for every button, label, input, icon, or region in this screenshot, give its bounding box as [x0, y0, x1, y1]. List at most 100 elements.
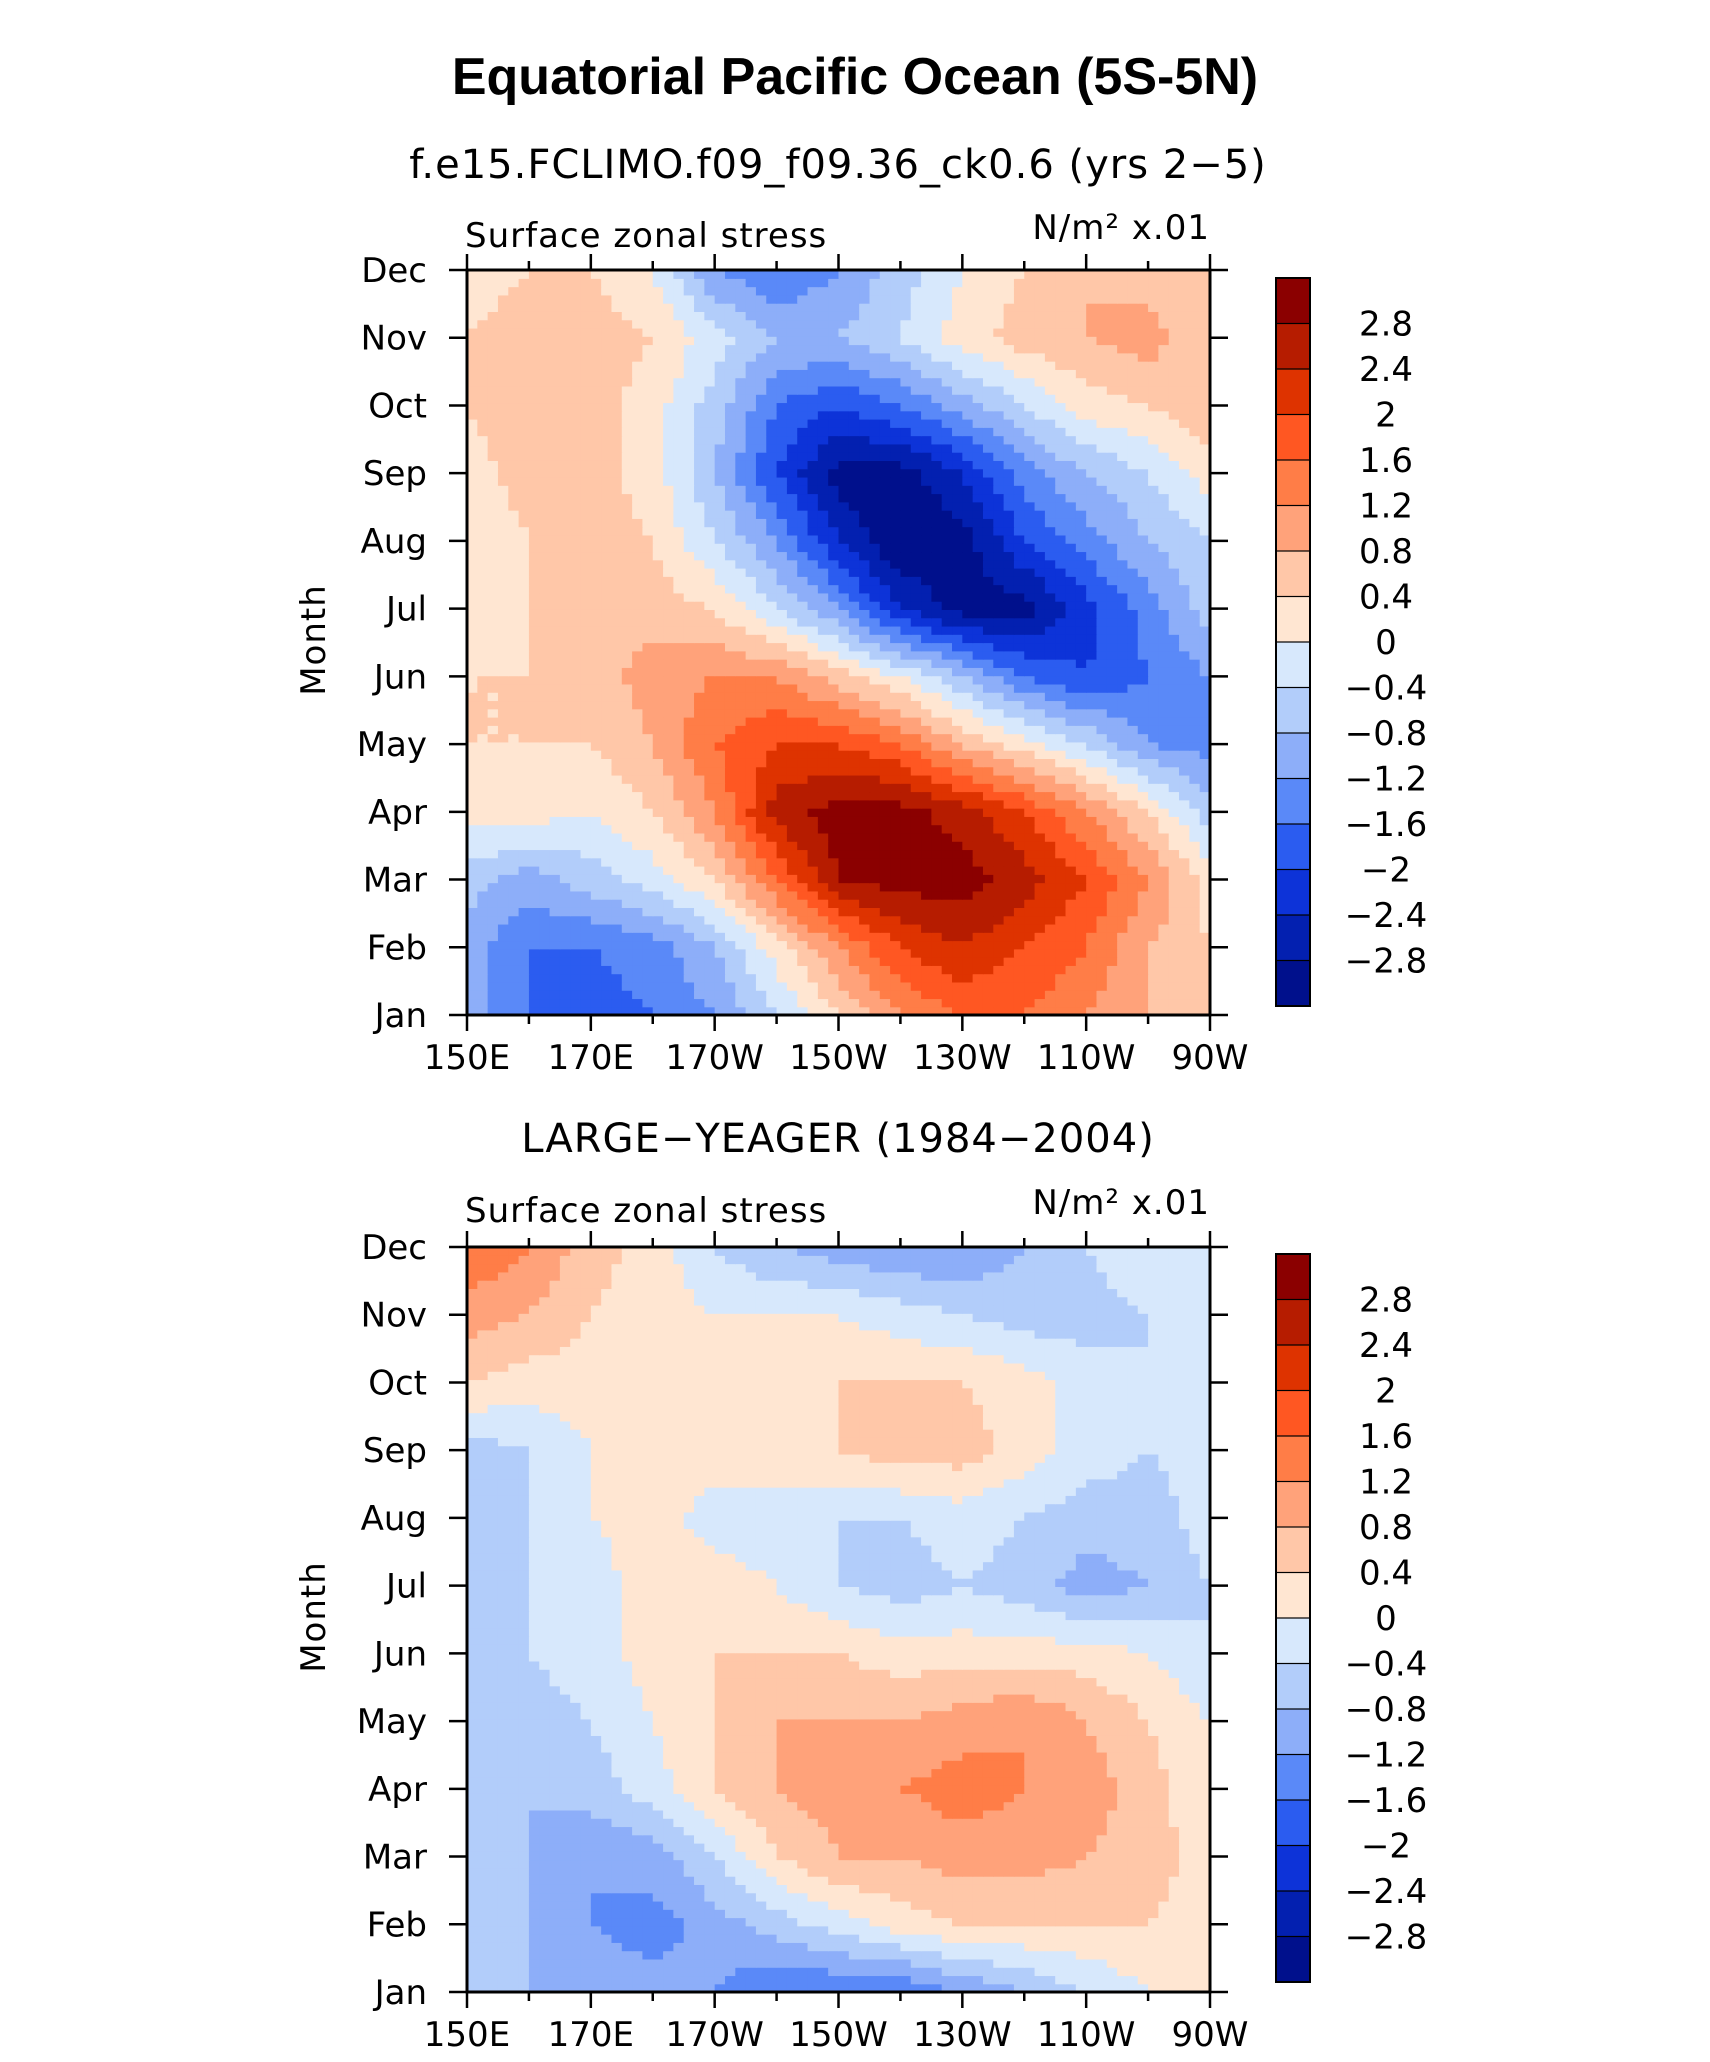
- contour-cell: [1065, 551, 1077, 561]
- contour-cell: [467, 990, 478, 1000]
- contour-cell: [755, 642, 767, 652]
- contour-cell: [879, 1006, 891, 1016]
- contour-cell: [1013, 717, 1025, 726]
- contour-cell: [982, 841, 994, 851]
- contour-cell: [766, 750, 778, 759]
- contour-cell: [962, 642, 974, 652]
- contour-cell: [580, 435, 592, 445]
- contour-cell: [941, 990, 953, 1000]
- contour-cell: [477, 708, 489, 718]
- contour-cell: [477, 940, 489, 950]
- contour-cell: [549, 973, 561, 983]
- contour-cell: [1013, 476, 1025, 486]
- contour-cell: [869, 526, 881, 536]
- contour-cell: [890, 460, 902, 470]
- contour-cell: [1055, 882, 1067, 892]
- contour-cell: [941, 783, 953, 793]
- contour-cell: [1055, 625, 1067, 635]
- contour-cell: [890, 824, 902, 834]
- contour-cell: [1189, 998, 1201, 1008]
- contour-cell: [776, 750, 788, 759]
- contour-cell: [621, 659, 633, 668]
- contour-cell: [982, 667, 994, 677]
- contour-cell: [1055, 783, 1067, 793]
- contour-cell: [694, 634, 705, 644]
- contour-cell: [559, 981, 571, 991]
- contour-cell: [848, 708, 860, 718]
- contour-cell: [900, 501, 912, 511]
- contour-cell: [580, 899, 592, 908]
- contour-cell: [663, 510, 674, 519]
- contour-cell: [714, 543, 726, 553]
- contour-cell: [1096, 849, 1108, 859]
- contour-cell: [776, 857, 788, 867]
- contour-cell: [921, 808, 932, 817]
- contour-cell: [1075, 824, 1087, 834]
- contour-cell: [694, 799, 705, 809]
- contour-cell: [714, 443, 726, 453]
- contour-cell: [1168, 543, 1180, 553]
- contour-cell: [1199, 816, 1211, 826]
- contour-cell: [745, 923, 757, 933]
- contour-cell: [828, 750, 840, 759]
- contour-cell: [797, 609, 809, 619]
- contour-cell: [941, 650, 953, 660]
- contour-cell: [1013, 468, 1025, 478]
- contour-cell: [766, 584, 778, 594]
- contour-cell: [1106, 625, 1118, 635]
- contour-cell: [797, 634, 809, 644]
- contour-cell: [673, 915, 685, 925]
- contour-cell: [910, 998, 922, 1008]
- contour-cell: [745, 932, 757, 942]
- contour-cell: [1189, 758, 1201, 768]
- contour-cell: [652, 675, 664, 685]
- contour-cell: [1055, 899, 1067, 908]
- contour-cell: [467, 510, 478, 519]
- contour-cell: [735, 609, 747, 619]
- contour-cell: [972, 725, 984, 735]
- contour-cell: [797, 559, 809, 569]
- contour-cell: [900, 452, 912, 461]
- contour-cell: [931, 849, 943, 859]
- contour-cell: [952, 460, 963, 470]
- contour-cell: [859, 675, 871, 685]
- contour-cell: [590, 510, 602, 519]
- contour-cell: [632, 642, 644, 652]
- contour-cell: [1075, 534, 1087, 544]
- contour-cell: [570, 510, 582, 519]
- contour-cell: [704, 526, 716, 536]
- contour-cell: [673, 824, 685, 834]
- contour-cell: [683, 990, 695, 1000]
- contour-cell: [745, 634, 757, 644]
- contour-cell: [1096, 659, 1108, 668]
- contour-cell: [1179, 617, 1190, 627]
- contour-cell: [776, 998, 788, 1008]
- contour-cell: [1065, 882, 1077, 892]
- contour-cell: [952, 683, 963, 693]
- contour-cell: [1127, 733, 1139, 743]
- contour-cell: [797, 990, 809, 1000]
- contour-cell: [621, 518, 633, 528]
- contour-cell: [683, 667, 695, 677]
- contour-cell: [755, 890, 767, 900]
- contour-cell: [621, 476, 633, 486]
- contour-cell: [797, 725, 809, 735]
- contour-cell: [797, 774, 809, 784]
- contour-cell: [549, 460, 561, 470]
- contour-cell: [797, 468, 809, 478]
- contour-cell: [1199, 841, 1211, 851]
- contour-cell: [724, 841, 736, 851]
- contour-cell: [611, 650, 623, 660]
- contour-cell: [900, 700, 912, 710]
- contour-cell: [694, 476, 705, 486]
- contour-cell: [1044, 940, 1056, 950]
- contour-cell: [539, 866, 551, 875]
- contour-cell: [848, 923, 860, 933]
- contour-cell: [1024, 733, 1036, 743]
- contour-cell: [1096, 940, 1108, 950]
- contour-cell: [621, 667, 633, 677]
- contour-cell: [1137, 940, 1149, 950]
- contour-cell: [952, 551, 963, 561]
- contour-cell: [570, 683, 582, 693]
- contour-cell: [1065, 617, 1077, 627]
